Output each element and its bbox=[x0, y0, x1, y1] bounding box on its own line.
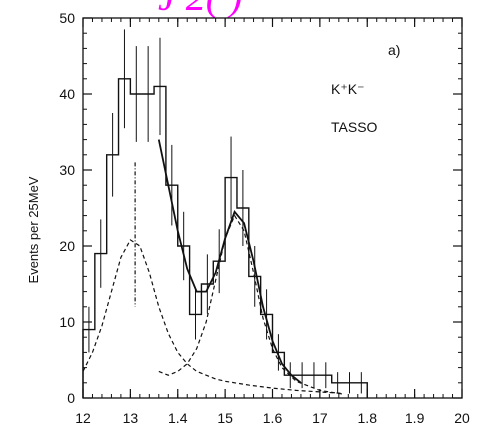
experiment-label: TASSO bbox=[331, 119, 378, 135]
plot-area: 12 13 1.4 15 1.6 17 1.8 1.9 20 0 10 20 30 40 50 bbox=[59, 10, 470, 426]
fit-curve-dashed-2 bbox=[158, 214, 344, 395]
x-tick-label: 13 bbox=[123, 410, 139, 426]
histogram-outline bbox=[82, 78, 368, 398]
x-tick-label: 1.8 bbox=[358, 410, 378, 426]
x-tick-label: 17 bbox=[312, 410, 328, 426]
panel-label: a) bbox=[388, 42, 400, 58]
y-tick-label: 20 bbox=[59, 238, 75, 254]
x-tick-label: 1.6 bbox=[263, 410, 283, 426]
y-tick-label: 10 bbox=[59, 314, 75, 330]
y-tick-label: 0 bbox=[67, 390, 75, 406]
y-tick-label: 40 bbox=[59, 86, 75, 102]
x-tick-label: 20 bbox=[454, 410, 470, 426]
reaction-label: K⁺K⁻ bbox=[331, 81, 364, 97]
y-tick-label: 50 bbox=[59, 10, 75, 26]
x-tick-label: 12 bbox=[75, 410, 91, 426]
x-tick-label: 1.4 bbox=[168, 410, 188, 426]
y-tick-label: 30 bbox=[59, 162, 75, 178]
x-tick-label: 1.9 bbox=[405, 410, 425, 426]
y-axis-title: Events per 25MeV bbox=[26, 176, 41, 283]
fit-curve-solid-0 bbox=[157, 139, 302, 384]
heading-fragment: J 2( ) bbox=[158, 0, 242, 19]
x-tick-label: 15 bbox=[217, 410, 233, 426]
